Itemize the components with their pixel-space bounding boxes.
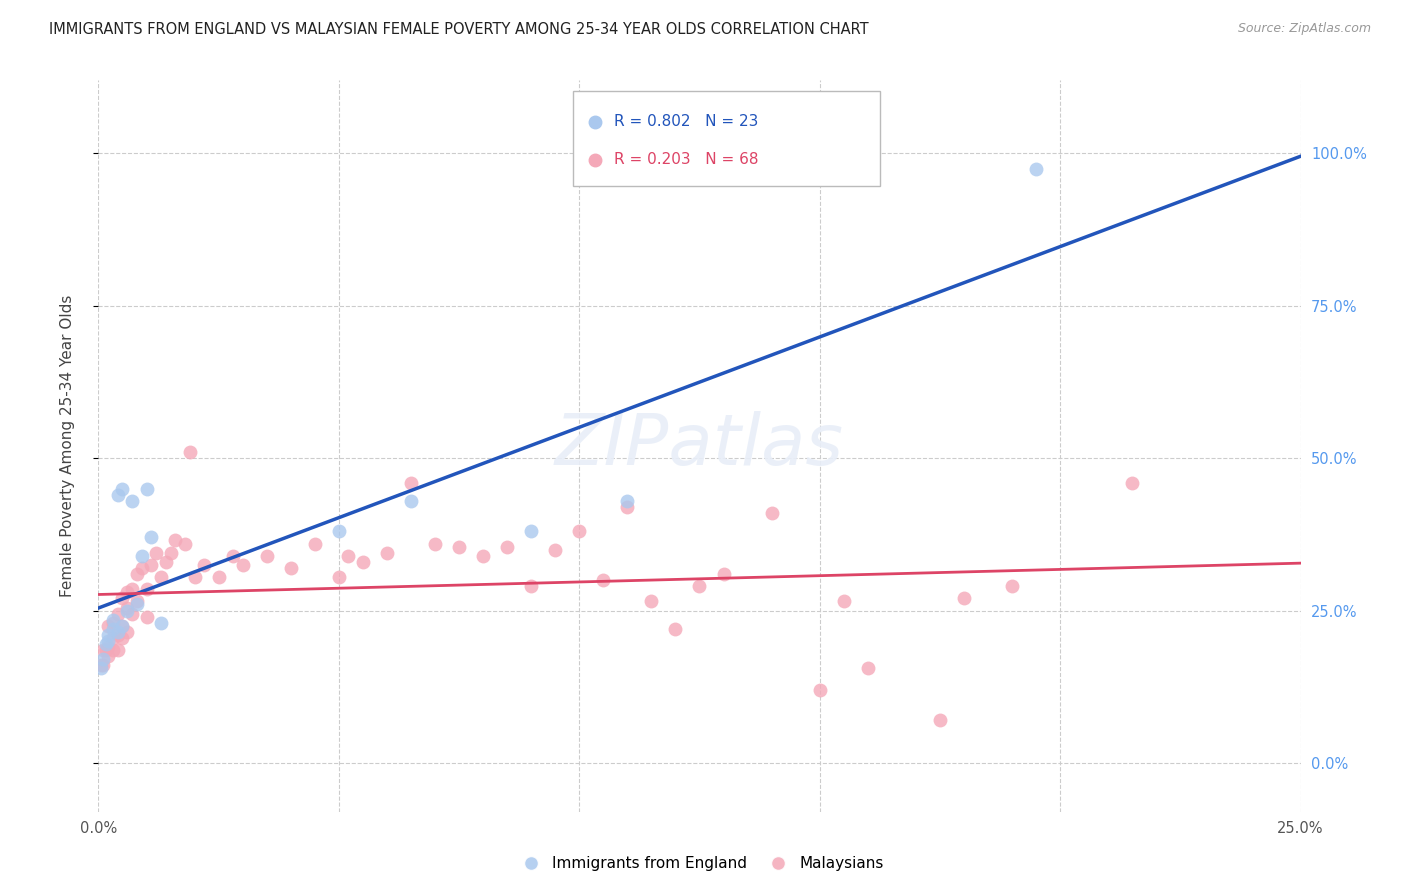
Point xyxy=(135,582,157,597)
Point xyxy=(280,561,302,575)
Point xyxy=(1001,579,1024,593)
Point xyxy=(399,475,422,490)
Point xyxy=(640,594,662,608)
Point xyxy=(616,494,638,508)
Point xyxy=(145,546,167,560)
Point xyxy=(520,579,543,593)
Point xyxy=(97,649,120,664)
Point xyxy=(111,591,134,606)
Point xyxy=(183,570,205,584)
Point xyxy=(496,540,519,554)
Point xyxy=(101,613,124,627)
Point xyxy=(544,542,567,557)
Point xyxy=(111,482,134,496)
Point xyxy=(423,536,446,550)
Point xyxy=(117,600,139,615)
Point xyxy=(125,594,148,608)
Point xyxy=(91,643,114,657)
Point xyxy=(97,640,120,655)
Point xyxy=(256,549,278,563)
Point xyxy=(520,524,543,539)
Point xyxy=(222,549,245,563)
Point xyxy=(193,558,215,572)
Point xyxy=(91,658,114,673)
Point xyxy=(304,536,326,550)
Text: IMMIGRANTS FROM ENGLAND VS MALAYSIAN FEMALE POVERTY AMONG 25-34 YEAR OLDS CORREL: IMMIGRANTS FROM ENGLAND VS MALAYSIAN FEM… xyxy=(49,22,869,37)
Point xyxy=(856,661,879,675)
Point xyxy=(121,582,143,597)
Point xyxy=(141,530,163,544)
Point xyxy=(616,500,638,514)
Point xyxy=(232,558,254,572)
Point xyxy=(90,661,112,675)
Point xyxy=(107,643,129,657)
Point xyxy=(337,549,360,563)
Point xyxy=(91,652,114,666)
Point xyxy=(953,591,976,606)
Point xyxy=(1121,475,1143,490)
Point xyxy=(592,573,614,587)
Point xyxy=(117,585,139,599)
Point xyxy=(101,615,124,630)
Point xyxy=(135,482,157,496)
FancyBboxPatch shape xyxy=(574,91,880,186)
Text: R = 0.802   N = 23: R = 0.802 N = 23 xyxy=(614,114,758,129)
Point xyxy=(111,619,134,633)
Point xyxy=(131,549,153,563)
Point xyxy=(111,619,134,633)
Point xyxy=(101,643,124,657)
Point xyxy=(155,555,177,569)
Point xyxy=(208,570,231,584)
Point xyxy=(107,628,129,642)
Point xyxy=(97,634,120,648)
Point xyxy=(399,494,422,508)
Point xyxy=(90,658,112,673)
Point xyxy=(125,598,148,612)
Text: Source: ZipAtlas.com: Source: ZipAtlas.com xyxy=(1237,22,1371,36)
Point xyxy=(125,567,148,582)
Point xyxy=(97,619,120,633)
Point xyxy=(472,549,495,563)
Point xyxy=(149,615,172,630)
Point xyxy=(94,637,117,651)
Point xyxy=(101,631,124,645)
Point xyxy=(179,445,201,459)
Point xyxy=(117,624,139,639)
Point xyxy=(165,533,187,548)
Point xyxy=(107,624,129,639)
Legend: Immigrants from England, Malaysians: Immigrants from England, Malaysians xyxy=(509,850,890,877)
Point xyxy=(808,682,831,697)
Point xyxy=(689,579,711,593)
Point xyxy=(121,607,143,621)
Point xyxy=(928,714,950,728)
Point xyxy=(117,604,139,618)
Point xyxy=(111,631,134,645)
Point xyxy=(101,622,124,636)
Point xyxy=(1025,161,1047,176)
Point xyxy=(131,561,153,575)
Point xyxy=(149,570,172,584)
Text: ZIPatlas: ZIPatlas xyxy=(555,411,844,481)
Point xyxy=(713,567,735,582)
Point xyxy=(121,494,143,508)
Point xyxy=(94,643,117,657)
Point xyxy=(97,628,120,642)
Point xyxy=(135,609,157,624)
Point xyxy=(352,555,374,569)
Text: R = 0.203   N = 68: R = 0.203 N = 68 xyxy=(614,153,759,167)
Point xyxy=(832,594,855,608)
Point xyxy=(375,546,398,560)
Point xyxy=(141,558,163,572)
Point xyxy=(328,524,350,539)
Point xyxy=(107,488,129,502)
Point xyxy=(664,622,686,636)
Point xyxy=(568,524,591,539)
Y-axis label: Female Poverty Among 25-34 Year Olds: Female Poverty Among 25-34 Year Olds xyxy=(60,295,75,597)
Point xyxy=(761,506,783,520)
Point xyxy=(447,540,470,554)
Point xyxy=(107,607,129,621)
Point xyxy=(174,536,197,550)
Point xyxy=(328,570,350,584)
Point xyxy=(159,546,181,560)
